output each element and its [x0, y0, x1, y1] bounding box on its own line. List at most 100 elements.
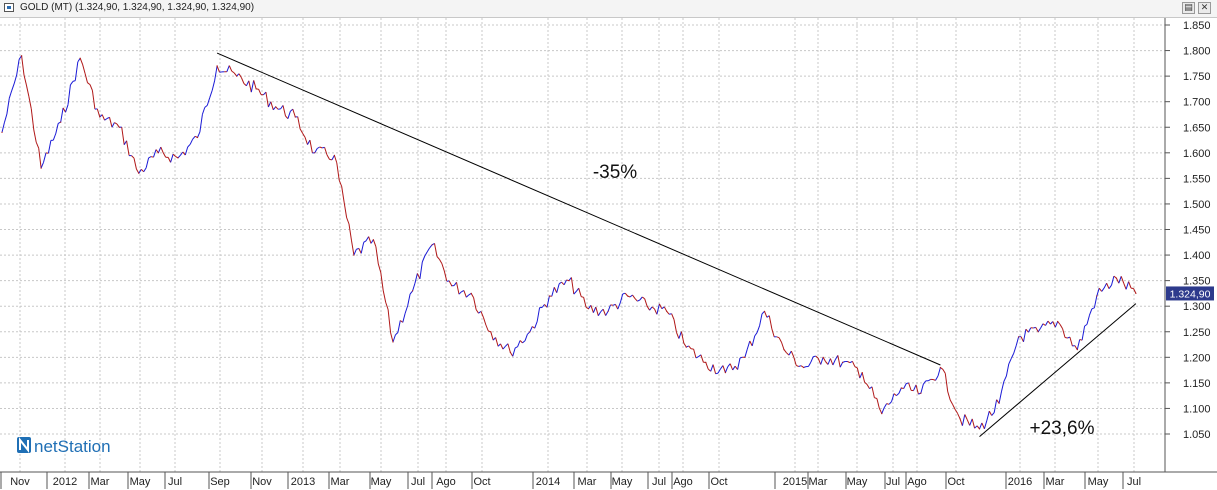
close-icon[interactable]: ✕: [1198, 2, 1211, 14]
x-tick-label: May: [371, 476, 392, 488]
price-segment: [729, 363, 734, 371]
price-segment: [72, 80, 76, 82]
data-point: [157, 152, 159, 154]
price-segment: [1118, 276, 1122, 284]
price-segment: [971, 418, 976, 429]
price-segment: [109, 117, 113, 128]
price-segment: [1123, 283, 1127, 290]
data-point: [568, 280, 570, 282]
price-segment: [964, 414, 968, 421]
data-point: [353, 254, 355, 256]
price-segment: [1074, 345, 1078, 350]
price-segment: [637, 299, 641, 302]
price-segment: [402, 312, 406, 323]
price-segment: [363, 240, 367, 243]
price-segment: [1035, 327, 1039, 333]
price-segment: [1057, 321, 1061, 325]
price-segment: [470, 293, 475, 298]
price-segment: [986, 410, 990, 421]
data-point: [509, 351, 511, 353]
price-segment: [546, 295, 550, 308]
price-segment: [438, 259, 443, 264]
price-segment: [505, 343, 509, 347]
price-segment: [475, 309, 479, 314]
price-segment: [614, 304, 619, 310]
data-point: [607, 310, 609, 312]
price-segment: [575, 287, 580, 292]
price-segment: [1040, 323, 1044, 329]
price-segment: [619, 293, 624, 303]
price-segment: [1103, 282, 1108, 289]
price-segment: [519, 340, 523, 344]
price-segment: [309, 140, 313, 154]
price-segment: [573, 291, 577, 295]
price-segment: [500, 343, 504, 350]
price-segment: [43, 152, 47, 163]
price-segment: [351, 240, 355, 256]
price-segment: [673, 319, 677, 333]
price-segment: [131, 155, 135, 159]
price-segment: [529, 326, 533, 333]
price-segment: [781, 342, 785, 350]
price-segment: [864, 381, 868, 385]
data-point: [1, 131, 3, 133]
y-tick-label: 1.050: [1183, 429, 1211, 441]
price-segment: [172, 153, 176, 157]
price-segment: [834, 355, 839, 360]
trendline[interactable]: [216, 52, 941, 366]
y-tick-label: 1.750: [1183, 71, 1211, 83]
price-segment: [299, 128, 304, 134]
price-segment: [602, 309, 607, 316]
data-point: [842, 361, 844, 363]
price-segment: [297, 116, 301, 129]
price-segment: [285, 115, 289, 120]
data-point: [744, 356, 746, 358]
price-segment: [1128, 281, 1132, 289]
price-segment: [671, 313, 675, 320]
price-segment: [756, 325, 761, 333]
price-segment: [600, 308, 604, 313]
price-segment: [810, 356, 814, 363]
trendline[interactable]: [979, 303, 1137, 437]
y-tick-label: 1.850: [1183, 20, 1211, 32]
data-point: [861, 372, 863, 374]
price-segment: [854, 366, 858, 369]
price-segment: [214, 65, 218, 81]
price-segment: [243, 83, 247, 87]
price-segment: [724, 366, 729, 373]
price-segment: [981, 422, 985, 429]
restore-icon[interactable]: ▤: [1182, 2, 1195, 14]
price-segment: [746, 340, 751, 350]
price-segment: [1084, 323, 1088, 327]
price-segment: [245, 80, 250, 87]
x-tick-label: May: [1088, 476, 1109, 488]
price-segment: [507, 343, 511, 353]
data-point: [783, 349, 785, 351]
price-segment: [983, 420, 988, 429]
price-segment: [874, 397, 878, 399]
price-segment: [944, 373, 949, 392]
price-segment: [1106, 283, 1110, 289]
price-segment: [104, 118, 108, 121]
price-segment: [162, 152, 167, 158]
price-segment: [370, 239, 374, 244]
logo-mark: [19, 437, 29, 453]
x-tick-label: Oct: [710, 476, 727, 488]
price-segment: [695, 356, 699, 359]
price-segment: [666, 310, 670, 315]
price-segment: [74, 61, 79, 81]
price-segment: [473, 297, 477, 310]
data-point: [1018, 336, 1020, 338]
x-tick-label: 2016: [1008, 476, 1032, 488]
price-segment: [700, 354, 704, 363]
x-tick-label: May: [130, 476, 151, 488]
price-segment: [969, 418, 973, 426]
price-segment: [1025, 328, 1029, 333]
price-segment: [590, 305, 594, 313]
data-point: [803, 366, 805, 369]
price-segment: [707, 368, 712, 372]
price-segment: [30, 108, 35, 130]
price-segment: [343, 202, 348, 218]
price-segment: [903, 383, 907, 389]
price-segment: [683, 342, 687, 348]
